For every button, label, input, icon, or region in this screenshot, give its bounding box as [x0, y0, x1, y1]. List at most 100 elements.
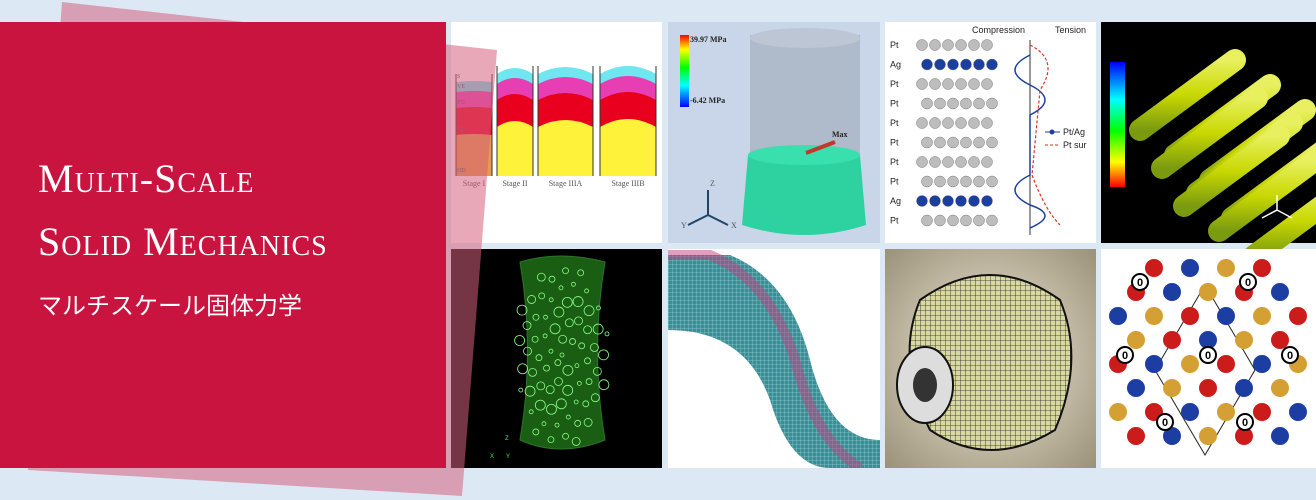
atom [1127, 379, 1145, 397]
atom [1199, 427, 1217, 445]
marker-label: 0 [1245, 277, 1251, 289]
atom [1109, 307, 1127, 325]
bubble [604, 331, 610, 337]
stage-label: Stage II [502, 179, 527, 188]
label: Max [832, 130, 848, 139]
marker [1156, 413, 1174, 431]
atom [955, 39, 967, 51]
atom [960, 175, 972, 188]
bubble [518, 387, 524, 393]
bubble [574, 419, 582, 427]
bubble [523, 346, 532, 356]
marker [1116, 346, 1134, 364]
bubble [565, 414, 571, 420]
bubble [573, 399, 579, 405]
atom [981, 195, 993, 207]
atom [1145, 259, 1163, 277]
atom [1181, 355, 1199, 373]
bubble [562, 267, 569, 275]
bubble [583, 305, 595, 317]
tube [1173, 125, 1290, 217]
atom [981, 117, 993, 129]
stage-label: Stage IIIB [611, 179, 644, 188]
bubble [516, 304, 528, 316]
bubble [547, 436, 555, 444]
atom-label: Pt [890, 99, 899, 109]
bubble [528, 409, 534, 415]
label: Compression [972, 25, 1025, 35]
atom [1145, 355, 1163, 373]
panel-mesh [668, 249, 880, 468]
atom [1235, 379, 1253, 397]
bubble [545, 385, 555, 395]
bubble [522, 321, 532, 330]
atom-label: Pt [890, 118, 899, 128]
atom [1181, 307, 1199, 325]
atom [916, 39, 928, 51]
bubble [561, 296, 573, 308]
atom [934, 214, 946, 227]
bubble [574, 363, 580, 369]
atom [986, 58, 998, 71]
atom [1289, 403, 1307, 421]
bubble [577, 269, 585, 277]
atom [1217, 307, 1235, 325]
bubble [598, 379, 610, 391]
atom [955, 195, 967, 207]
bubble [582, 400, 590, 408]
atom [929, 78, 941, 90]
bubble [535, 354, 543, 362]
atom [1127, 427, 1145, 445]
atom [921, 175, 933, 188]
atom [921, 58, 933, 71]
subtitle: マルチスケール固体力学 [38, 292, 302, 320]
label: Tension [1055, 25, 1086, 35]
bubble [578, 342, 586, 350]
bubble [583, 325, 593, 335]
title: Multi-Scale [38, 156, 254, 201]
marker [1199, 346, 1217, 364]
tube [1208, 150, 1316, 242]
atom [1127, 331, 1145, 349]
label: Y [681, 221, 687, 230]
atom [947, 214, 959, 227]
label: Z [505, 436, 509, 442]
atom [986, 136, 998, 149]
bubble [562, 432, 569, 440]
bubble [558, 334, 568, 344]
bubble [554, 377, 563, 386]
atom [1145, 307, 1163, 325]
bubble [574, 316, 583, 326]
legend-label: Pt sur [1063, 140, 1087, 150]
tube [1151, 87, 1268, 179]
atom-label: Ag [890, 196, 901, 206]
atom [955, 156, 967, 168]
atom-label: Pt [890, 157, 899, 167]
atom [1109, 403, 1127, 421]
bubble [590, 343, 599, 352]
layer [600, 119, 656, 176]
atom [942, 78, 954, 90]
atom [1253, 403, 1271, 421]
atom [1289, 307, 1307, 325]
atom [1271, 283, 1289, 301]
atom [942, 156, 954, 168]
atom [968, 117, 980, 129]
bubble [592, 323, 604, 335]
bubble [541, 421, 547, 427]
atom [934, 175, 946, 188]
marker-label: 0 [1287, 350, 1293, 362]
atom [968, 195, 980, 207]
atom [981, 156, 993, 168]
panel-vessel [885, 249, 1096, 468]
bubble [546, 403, 557, 415]
label: X [731, 221, 737, 230]
atom [1199, 283, 1217, 301]
label: Z [710, 179, 715, 188]
bubble [585, 378, 593, 385]
atom-label: Pt [890, 138, 899, 148]
atom [1253, 259, 1271, 277]
atom [1163, 427, 1181, 445]
bubble [543, 314, 548, 320]
marker-label: 0 [1162, 417, 1168, 429]
